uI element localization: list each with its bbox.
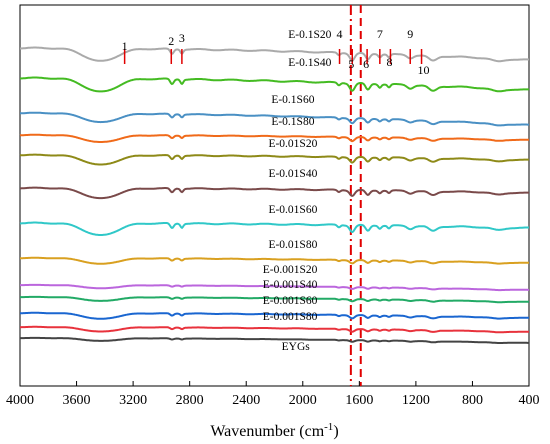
series-label-E-0.1S20: E-0.1S20 bbox=[288, 29, 331, 41]
x-tick-label-1200: 1200 bbox=[402, 393, 430, 408]
peak-label-10: 10 bbox=[418, 63, 430, 77]
series-label-EYGs: EYGs bbox=[282, 341, 311, 353]
series-label-E-0.01S20: E-0.01S20 bbox=[268, 138, 317, 150]
series-label-E-0.1S80: E-0.1S80 bbox=[271, 116, 314, 128]
x-tick-label-2400: 2400 bbox=[232, 393, 260, 408]
series-label-E-0.01S80: E-0.01S80 bbox=[268, 239, 317, 251]
series-line-E-0.01S40 bbox=[20, 186, 529, 200]
series-label-E-0.01S60: E-0.01S60 bbox=[268, 204, 317, 216]
x-tick-label-4000: 4000 bbox=[6, 393, 34, 408]
series-label-E-0.1S60: E-0.1S60 bbox=[271, 94, 314, 106]
series-line-E-0.01S20 bbox=[19, 153, 529, 166]
peak-markers: 1 2 3 4 5 6 78 9 10 bbox=[122, 27, 430, 77]
series-line-E-0.1S20 bbox=[20, 46, 529, 63]
peak-label-8: 8 bbox=[386, 55, 392, 69]
series-line-E-0.001S60 bbox=[20, 311, 529, 320]
series-line-E-0.001S80 bbox=[20, 325, 529, 334]
peak-label-1: 1 bbox=[122, 39, 128, 53]
plot-frame bbox=[19, 4, 530, 387]
x-tick-label-3600: 3600 bbox=[63, 393, 91, 408]
series-label-E-0.001S60: E-0.001S60 bbox=[263, 295, 318, 307]
peak-label-3: 3 bbox=[179, 31, 185, 45]
series-group bbox=[19, 46, 530, 344]
peak-label-7: 7 bbox=[377, 27, 383, 41]
x-axis-ticks: 4000 3600 3200 2800 2400 2000 1600 1200 800 400 bbox=[6, 381, 540, 408]
series-label-E-0.001S40: E-0.001S40 bbox=[263, 279, 318, 291]
reference-lines bbox=[349, 5, 362, 386]
series-line-E-0.1S60 bbox=[20, 111, 530, 127]
series-label-E-0.01S40: E-0.01S40 bbox=[268, 168, 317, 180]
series-label-E-0.001S20: E-0.001S20 bbox=[263, 264, 318, 276]
peak-label-4: 4 bbox=[337, 27, 343, 41]
peak-label-6: 6 bbox=[363, 57, 369, 71]
x-tick-label-400: 400 bbox=[519, 393, 540, 408]
series-line-E-0.001S40 bbox=[20, 295, 530, 304]
series-line-E-0.01S80 bbox=[20, 256, 529, 265]
series-labels: E-0.1S20 E-0.1S40 E-0.1S60 E-0.1S80 E-0.01S2… bbox=[263, 29, 332, 353]
x-tick-label-2800: 2800 bbox=[176, 393, 204, 408]
x-axis-title: Wavenumber (cm-1) bbox=[210, 421, 338, 440]
series-line-E-0.1S80 bbox=[19, 133, 529, 143]
peak-label-9: 9 bbox=[407, 27, 413, 41]
x-tick-label-800: 800 bbox=[462, 393, 483, 408]
x-tick-label-3200: 3200 bbox=[119, 393, 147, 408]
peak-label-2: 2 bbox=[168, 34, 174, 48]
series-label-E-0.001S80: E-0.001S80 bbox=[263, 311, 318, 323]
series-line-EYGs bbox=[20, 336, 529, 344]
series-line-E-0.01S60 bbox=[19, 221, 529, 236]
series-label-E-0.1S40: E-0.1S40 bbox=[288, 57, 331, 69]
series-line-E-0.001S20 bbox=[20, 283, 529, 292]
x-tick-label-2000: 2000 bbox=[289, 393, 317, 408]
x-tick-label-1600: 1600 bbox=[345, 393, 373, 408]
peak-label-5: 5 bbox=[348, 57, 354, 71]
series-line-E-0.1S40 bbox=[20, 76, 530, 93]
